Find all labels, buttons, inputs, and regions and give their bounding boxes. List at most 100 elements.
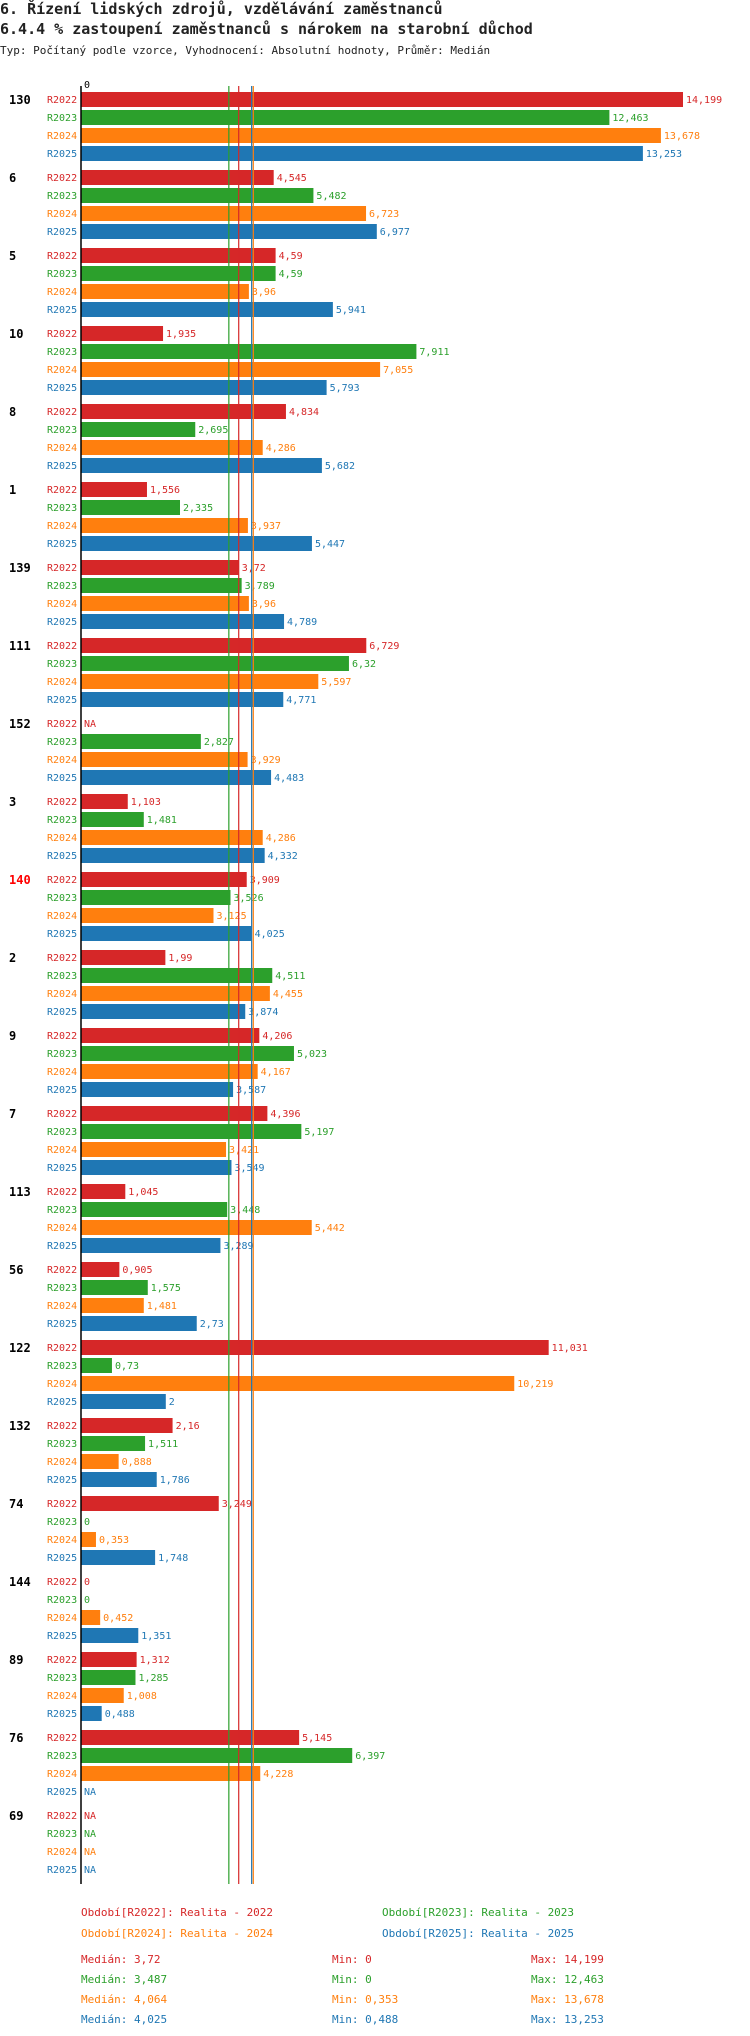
bar-r2024 (81, 1688, 124, 1703)
series-label: R2025 (47, 929, 77, 940)
bar-r2024 (81, 674, 319, 689)
series-label: R2025 (47, 1085, 77, 1096)
value-label: 1,99 (168, 953, 192, 964)
series-label: R2022 (47, 719, 77, 730)
value-label: 2,335 (183, 503, 213, 514)
bar-r2025 (81, 1160, 232, 1175)
value-label: 4,025 (255, 929, 285, 940)
value-label: 2,695 (198, 425, 228, 436)
stat-min: Min: 0 (332, 1973, 372, 1986)
bar-r2022 (81, 404, 286, 419)
series-label: R2025 (47, 1787, 77, 1798)
bar-r2024 (81, 1766, 261, 1781)
bar-r2023 (81, 890, 231, 905)
bar-r2025 (81, 1316, 197, 1331)
series-label: R2023 (47, 425, 77, 436)
bar-r2022 (81, 560, 239, 575)
value-label: 1,935 (166, 329, 196, 340)
value-label: 1,481 (147, 815, 177, 826)
value-label: 3,96 (252, 599, 276, 610)
series-label: R2023 (47, 347, 77, 358)
stat-median: Medián: 4,064 (81, 1993, 167, 2006)
bar-r2025 (81, 146, 643, 161)
series-label: R2024 (47, 755, 77, 766)
series-label: R2022 (47, 1811, 77, 1822)
series-label: R2023 (47, 1751, 77, 1762)
stat-min: Min: 0 (332, 1953, 372, 1966)
value-label: 0,353 (99, 1535, 129, 1546)
bar-r2024 (81, 128, 661, 143)
stat-max: Max: 14,199 (531, 1953, 604, 1966)
bar-r2022 (81, 638, 367, 653)
value-label: 13,678 (664, 131, 700, 142)
series-label: R2023 (47, 1673, 77, 1684)
series-label: R2023 (47, 1283, 77, 1294)
value-label: 4,59 (279, 269, 303, 280)
series-label: R2022 (47, 485, 77, 496)
group-label: 89 (9, 1653, 23, 1667)
value-label: 4,286 (266, 443, 296, 454)
value-label: 5,023 (297, 1049, 327, 1060)
series-label: R2022 (47, 1421, 77, 1432)
bar-r2025 (81, 1394, 166, 1409)
bar-r2025 (81, 926, 252, 941)
series-label: R2024 (47, 1223, 77, 1234)
bar-r2022 (81, 1340, 549, 1355)
series-label: R2022 (47, 797, 77, 808)
value-label: 3,937 (251, 521, 281, 532)
bar-r2023 (81, 188, 314, 203)
bar-r2024 (81, 206, 367, 221)
bar-r2024 (81, 1454, 119, 1469)
series-label: R2023 (47, 1049, 77, 1060)
group-label: 9 (9, 1029, 16, 1043)
value-label: 4,332 (268, 851, 298, 862)
bar-r2022 (81, 1262, 120, 1277)
series-label: R2025 (47, 1163, 77, 1174)
series-label: R2025 (47, 773, 77, 784)
value-label: 5,597 (321, 677, 351, 688)
value-label: 0 (84, 1517, 90, 1528)
bar-r2023 (81, 1748, 353, 1763)
value-label: 3,549 (234, 1163, 264, 1174)
bar-r2025 (81, 458, 322, 473)
bar-r2025 (81, 380, 327, 395)
series-label: R2023 (47, 971, 77, 982)
bar-r2025 (81, 1238, 221, 1253)
value-label: 5,682 (325, 461, 355, 472)
value-label: 3,448 (230, 1205, 260, 1216)
stat-median: Medián: 3,487 (81, 1973, 167, 1986)
series-label: R2022 (47, 641, 77, 652)
group-label: 139 (9, 561, 31, 575)
value-label: 5,482 (316, 191, 346, 202)
bar-r2023 (81, 968, 273, 983)
bar-r2024 (81, 986, 270, 1001)
bar-r2023 (81, 266, 276, 281)
bar-r2024 (81, 1220, 312, 1235)
value-label: 14,199 (686, 95, 722, 106)
value-label: 6,729 (369, 641, 399, 652)
value-label: 1,285 (138, 1673, 168, 1684)
value-label: 3,789 (245, 581, 275, 592)
value-label: 4,167 (261, 1067, 291, 1078)
value-label: 1,351 (141, 1631, 171, 1642)
value-label: 2 (169, 1397, 175, 1408)
group-label: 132 (9, 1419, 31, 1433)
series-label: R2025 (47, 461, 77, 472)
series-label: R2024 (47, 1145, 77, 1156)
series-label: R2025 (47, 149, 77, 160)
bar-r2023 (81, 500, 180, 515)
series-label: R2025 (47, 1319, 77, 1330)
value-label: 1,103 (131, 797, 161, 808)
na-label: NA (84, 1811, 96, 1822)
group-label: 8 (9, 405, 16, 419)
group-label: 111 (9, 639, 31, 653)
group-label: 3 (9, 795, 16, 809)
series-label: R2024 (47, 1067, 77, 1078)
stat-min: Min: 0,353 (332, 1993, 398, 2006)
series-label: R2023 (47, 1127, 77, 1138)
series-label: R2024 (47, 1535, 77, 1546)
bar-r2022 (81, 248, 276, 263)
bar-r2025 (81, 848, 265, 863)
bar-r2022 (81, 1730, 300, 1745)
bar-r2023 (81, 1436, 146, 1451)
